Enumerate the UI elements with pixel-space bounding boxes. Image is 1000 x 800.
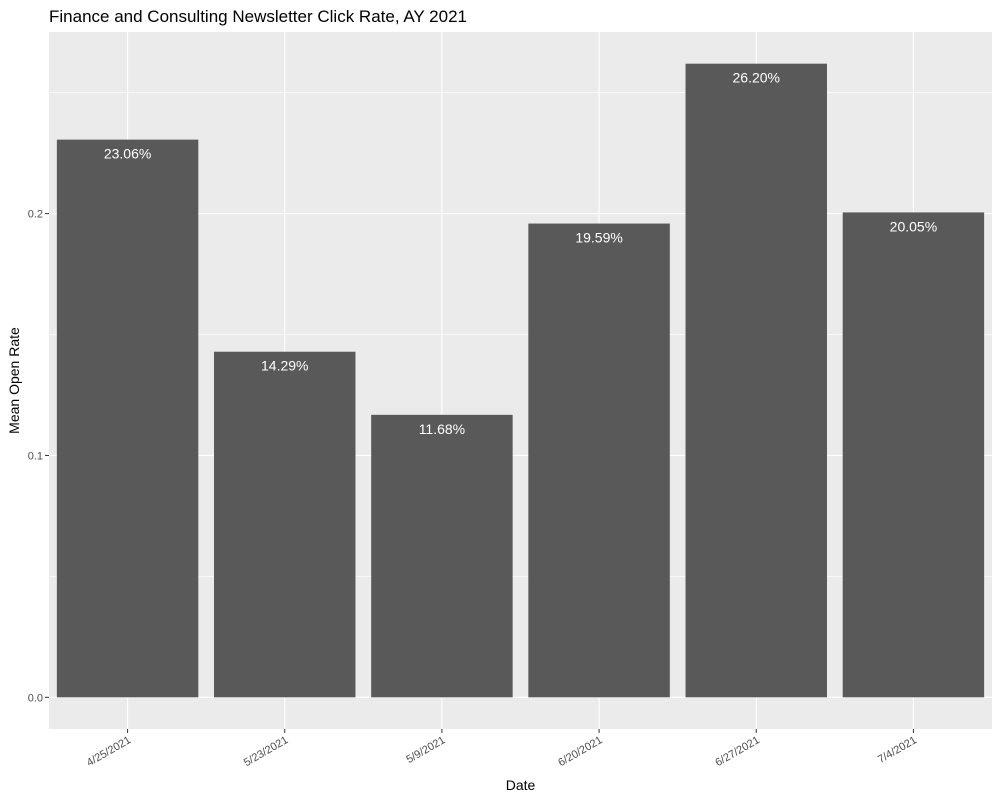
bar	[214, 351, 356, 698]
bar-value-labels: 23.06% 14.29% 11.68% 19.59% 26.20% 20.05%	[104, 70, 937, 437]
bar	[56, 139, 199, 698]
bars	[56, 63, 985, 698]
x-axis: 4/25/2021 5/23/2021 5/9/2021 6/20/2021 6/27/…	[85, 729, 919, 769]
y-axis: 0.0 0.1 0.2	[28, 209, 49, 704]
bar-value-label: 14.29%	[261, 358, 308, 374]
minor-gridlines	[49, 92, 992, 577]
bar	[528, 223, 670, 698]
plot-panel	[49, 32, 992, 729]
x-tick-label: 4/25/2021	[85, 734, 133, 769]
bar	[685, 63, 827, 698]
x-axis-title: Date	[506, 777, 536, 793]
bar	[842, 212, 985, 698]
y-tick-label: 0.2	[28, 209, 43, 221]
x-tick-label: 7/4/2021	[876, 734, 919, 766]
bar	[371, 414, 513, 698]
x-tick-label: 6/20/2021	[556, 734, 604, 769]
x-tick-label: 6/27/2021	[713, 734, 761, 769]
bar-value-label: 23.06%	[104, 146, 151, 162]
y-tick-label: 0.1	[28, 450, 43, 462]
bar-value-label: 19.59%	[575, 230, 622, 246]
y-tick-label: 0.0	[28, 692, 43, 704]
x-tick-label: 5/23/2021	[242, 734, 290, 769]
bar-value-label: 11.68%	[419, 421, 465, 437]
bar-value-label: 20.05%	[890, 218, 937, 234]
bar-value-label: 26.20%	[733, 70, 780, 86]
y-axis-title: Mean Open Rate	[6, 327, 22, 434]
x-tick-label: 5/9/2021	[404, 734, 447, 766]
chart-title: Finance and Consulting Newsletter Click …	[49, 7, 467, 26]
